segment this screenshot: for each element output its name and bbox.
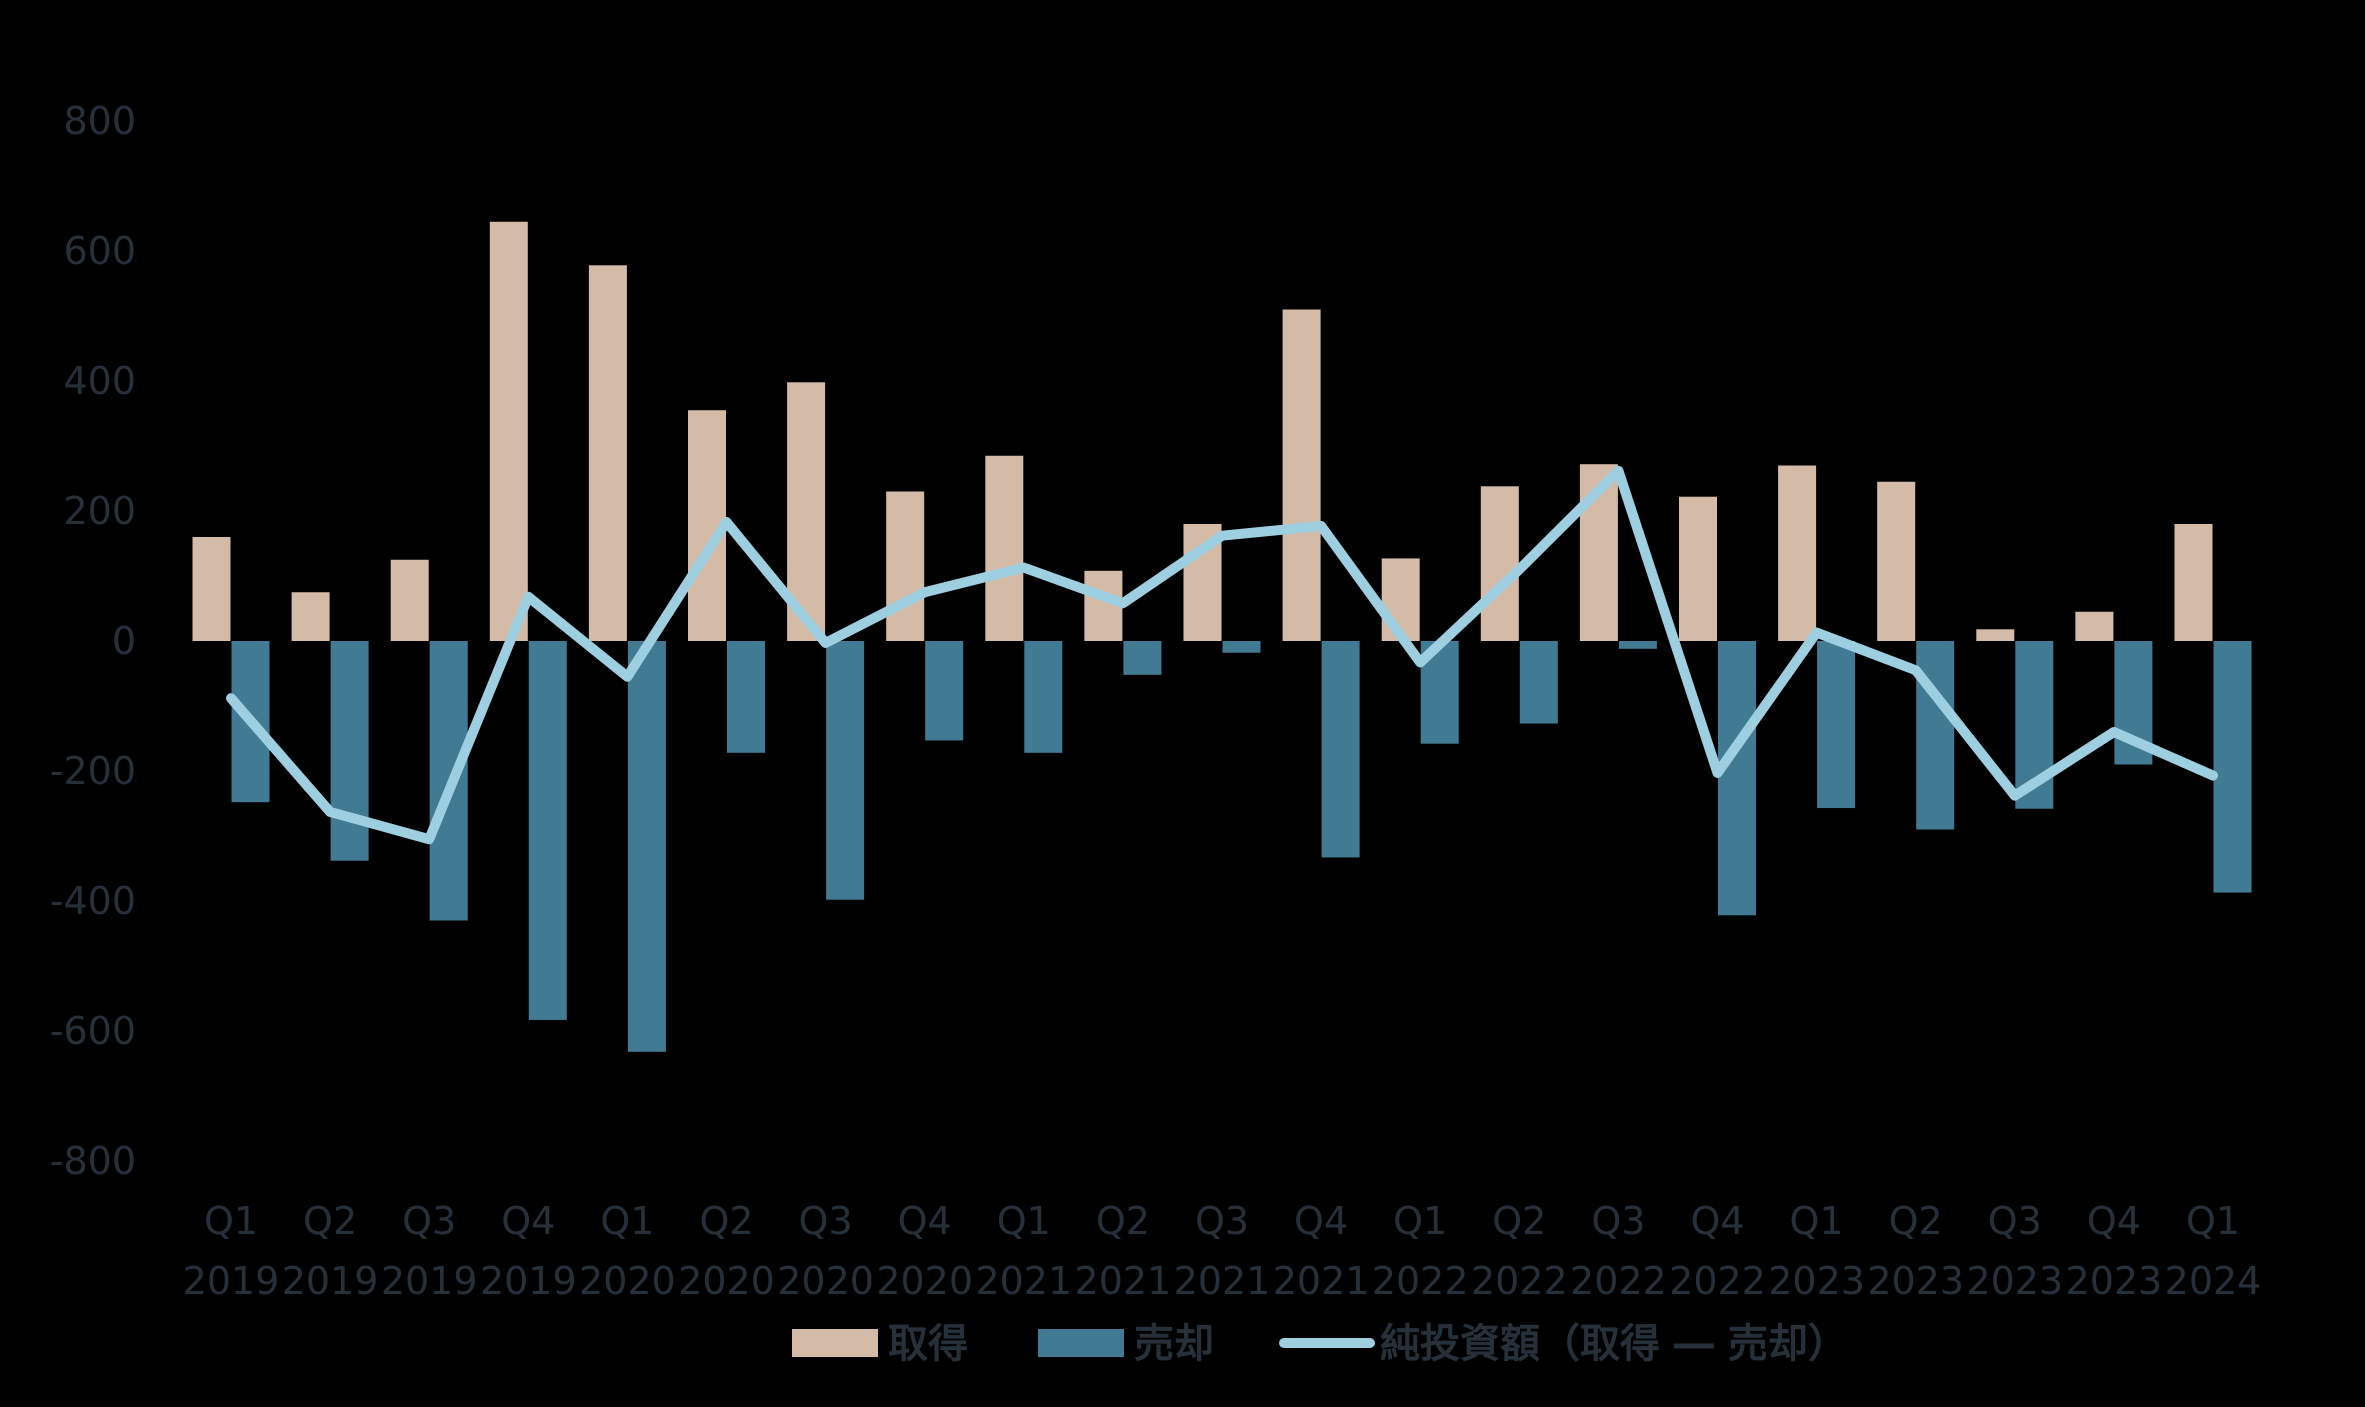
- x-tick-label-year: 2021: [1273, 1259, 1370, 1303]
- x-tick-label-year: 2023: [1768, 1259, 1865, 1303]
- sale-bar: [1222, 641, 1261, 653]
- legend: 取得 売却 純投資額（取得 ― 売却）: [792, 1321, 1848, 1367]
- x-tick-label-year: 2020: [876, 1259, 973, 1303]
- sale-bar: [925, 641, 964, 741]
- acquisition-bar: [192, 537, 231, 641]
- x-tick-label-year: 2021: [975, 1259, 1072, 1303]
- x-tick-label-quarter: Q3: [799, 1199, 853, 1243]
- y-tick-label: 200: [63, 489, 136, 533]
- sale-bar: [826, 641, 865, 900]
- acquisition-bar: [1778, 465, 1817, 641]
- acquisition-bar: [1877, 481, 1916, 641]
- legend-label-sale: 売却: [1134, 1321, 1214, 1367]
- acquisition-bars: [192, 221, 2213, 641]
- acquisition-bar: [1679, 496, 1717, 641]
- sale-bar: [1916, 641, 1955, 830]
- acquisition-bar: [1480, 486, 1519, 641]
- x-tick-label-quarter: Q4: [898, 1199, 952, 1243]
- net-investment-line: [226, 465, 2218, 845]
- legend-label-acquisition: 取得: [888, 1321, 968, 1367]
- x-tick-label-quarter: Q1: [600, 1199, 654, 1243]
- sale-bar: [1817, 641, 1856, 809]
- acquisition-bar: [489, 221, 528, 641]
- sale-bar: [627, 641, 666, 1052]
- x-tick-label-quarter: Q1: [997, 1199, 1051, 1243]
- x-tick-label-year: 2022: [1471, 1259, 1568, 1303]
- legend-swatch-sale: [1038, 1329, 1124, 1357]
- x-tick-label-quarter: Q4: [501, 1199, 555, 1243]
- acquisition-bar: [1282, 309, 1321, 641]
- x-tick-label-year: 2022: [1669, 1259, 1766, 1303]
- y-tick-label: -200: [50, 749, 136, 793]
- acquisition-bar: [291, 592, 330, 641]
- acquisition-bar: [886, 491, 925, 641]
- acquisition-bar: [1976, 629, 2015, 641]
- x-tick-label-quarter: Q4: [1294, 1199, 1348, 1243]
- x-tick-label-year: 2023: [1966, 1259, 2063, 1303]
- y-axis: 800 600 400 200 0 -200 -400 -600 -800: [50, 99, 136, 1183]
- sale-bar: [2213, 641, 2252, 893]
- x-tick-label-quarter: Q3: [1195, 1199, 1249, 1243]
- legend-swatch-acquisition: [792, 1329, 878, 1357]
- x-tick-label-quarter: Q1: [1790, 1199, 1844, 1243]
- x-tick-label-year: 2023: [2066, 1259, 2163, 1303]
- sale-bar: [1321, 641, 1360, 858]
- acquisition-bar: [2174, 524, 2213, 641]
- sale-bar: [1123, 641, 1162, 675]
- x-tick-label-quarter: Q2: [699, 1199, 753, 1243]
- acquisition-bar: [985, 455, 1024, 641]
- x-tick-label-quarter: Q2: [303, 1199, 357, 1243]
- x-tick-label-quarter: Q3: [1988, 1199, 2042, 1243]
- y-tick-label: -600: [50, 1009, 136, 1053]
- x-tick-label-year: 2019: [183, 1259, 280, 1303]
- y-tick-label: 800: [63, 99, 136, 143]
- x-tick-label-year: 2022: [1570, 1259, 1667, 1303]
- x-tick-label-quarter: Q4: [2087, 1199, 2141, 1243]
- x-tick-label-year: 2020: [777, 1259, 874, 1303]
- x-tick-label-year: 2021: [1174, 1259, 1271, 1303]
- x-tick-label-year: 2019: [480, 1259, 577, 1303]
- acquisition-bar: [390, 559, 429, 641]
- y-tick-label: 600: [63, 229, 136, 273]
- x-tick-label-quarter: Q3: [1591, 1199, 1645, 1243]
- sale-bar: [330, 641, 369, 861]
- sale-bar: [528, 641, 567, 1020]
- x-tick-label-quarter: Q1: [204, 1199, 258, 1243]
- sale-bar: [1024, 641, 1063, 753]
- x-tick-label-year: 2020: [579, 1259, 676, 1303]
- x-tick-label-year: 2021: [1075, 1259, 1172, 1303]
- x-tick-label-quarter: Q2: [1096, 1199, 1150, 1243]
- sale-bar: [1718, 641, 1756, 916]
- y-tick-label: -400: [50, 879, 136, 923]
- x-tick-label-year: 2024: [2165, 1259, 2262, 1303]
- x-tick-label-quarter: Q4: [1690, 1199, 1744, 1243]
- x-tick-label-year: 2023: [1867, 1259, 1964, 1303]
- sale-bars: [231, 641, 2252, 1052]
- x-tick-label-quarter: Q2: [1492, 1199, 1546, 1243]
- x-tick-label-quarter: Q3: [402, 1199, 456, 1243]
- y-tick-label: 400: [63, 359, 136, 403]
- net-investment-series-line: [226, 465, 2218, 845]
- x-tick-label-quarter: Q2: [1889, 1199, 1943, 1243]
- sale-bar: [727, 641, 765, 753]
- y-tick-label: -800: [50, 1139, 136, 1183]
- acquisition-bar: [588, 265, 627, 641]
- x-tick-label-quarter: Q1: [1393, 1199, 1447, 1243]
- y-tick-label: 0: [112, 619, 136, 663]
- sale-bar: [1519, 641, 1558, 724]
- x-tick-label-year: 2020: [678, 1259, 775, 1303]
- legend-label-net: 純投資額（取得 ― 売却）: [1380, 1321, 1848, 1367]
- x-tick-label-year: 2019: [381, 1259, 478, 1303]
- x-tick-label-quarter: Q1: [2186, 1199, 2240, 1243]
- acquisition-bar: [2075, 611, 2114, 641]
- sale-bar: [1618, 641, 1657, 649]
- x-tick-label-year: 2022: [1372, 1259, 1469, 1303]
- x-axis: Q1 2019 Q2 2019 Q3 2019 Q4 2019 Q1 2020 Q2 2020 Q3 20…: [183, 1199, 2262, 1303]
- x-tick-label-year: 2019: [282, 1259, 379, 1303]
